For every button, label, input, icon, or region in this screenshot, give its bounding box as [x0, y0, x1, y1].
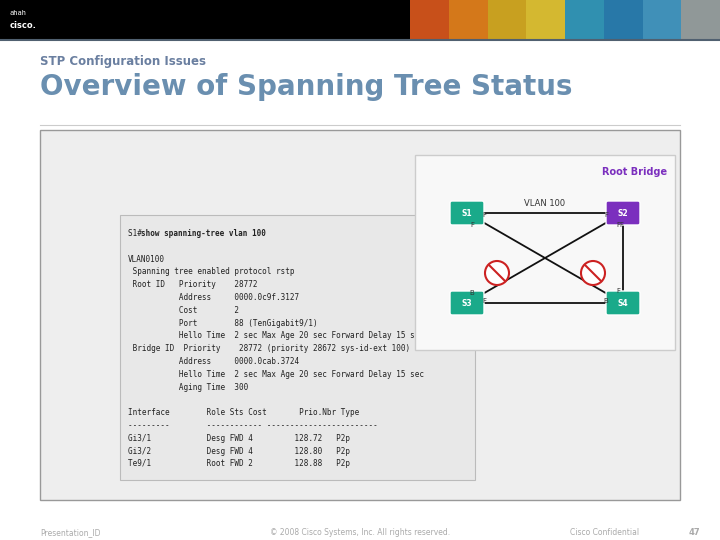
Text: Port        88 (TenGigabit9/1): Port 88 (TenGigabit9/1)	[128, 319, 318, 328]
Bar	[681, 0, 720, 40]
Text: Address     0000.0c9f.3127: Address 0000.0c9f.3127	[128, 293, 299, 302]
Bar	[0, 0, 720, 40]
Text: show spanning-tree vlan 100: show spanning-tree vlan 100	[141, 229, 266, 238]
Text: ahah: ahah	[10, 10, 27, 16]
Text: 47: 47	[688, 528, 700, 537]
Text: Overview of Spanning Tree Status: Overview of Spanning Tree Status	[40, 73, 572, 101]
Text: F: F	[619, 222, 623, 228]
Text: Aging Time  300: Aging Time 300	[128, 383, 248, 391]
Bar	[449, 0, 487, 40]
Text: cisco.: cisco.	[10, 21, 37, 30]
Text: Cisco Confidential: Cisco Confidential	[570, 528, 639, 537]
Text: S4: S4	[618, 299, 629, 307]
Text: Cost        2: Cost 2	[128, 306, 239, 315]
Text: F: F	[482, 298, 486, 304]
Bar	[415, 155, 675, 350]
Text: VLAN 100: VLAN 100	[524, 199, 566, 208]
Bar	[487, 0, 526, 40]
Text: F: F	[616, 288, 620, 294]
Circle shape	[485, 261, 509, 285]
Text: VLAN0100: VLAN0100	[128, 254, 165, 264]
FancyBboxPatch shape	[606, 201, 640, 225]
Text: S2: S2	[618, 208, 629, 218]
Text: F: F	[604, 212, 608, 218]
Text: © 2008 Cisco Systems, Inc. All rights reserved.: © 2008 Cisco Systems, Inc. All rights re…	[270, 528, 450, 537]
Text: S1#: S1#	[128, 229, 146, 238]
Text: Bridge ID  Priority    28772 (priority 28672 sys-id-ext 100): Bridge ID Priority 28772 (priority 28672…	[128, 344, 410, 353]
Text: F: F	[482, 212, 486, 218]
FancyBboxPatch shape	[606, 291, 640, 315]
Text: Te9/1            Root FWD 2         128.88   P2p: Te9/1 Root FWD 2 128.88 P2p	[128, 460, 350, 468]
Text: ---------        ------------ ------------------------: --------- ------------ -----------------…	[128, 421, 378, 430]
Text: Gi3/1            Desg FWD 4         128.72   P2p: Gi3/1 Desg FWD 4 128.72 P2p	[128, 434, 350, 443]
FancyBboxPatch shape	[450, 201, 484, 225]
Text: S3: S3	[462, 299, 472, 307]
Text: STP Configuration Issues: STP Configuration Issues	[40, 55, 206, 68]
Text: Spanning tree enabled protocol rstp: Spanning tree enabled protocol rstp	[128, 267, 294, 276]
FancyBboxPatch shape	[450, 291, 484, 315]
Text: Root ID   Priority    28772: Root ID Priority 28772	[128, 280, 258, 289]
Bar	[565, 0, 604, 40]
Bar	[526, 0, 565, 40]
Text: Presentation_ID: Presentation_ID	[40, 528, 101, 537]
Text: Address     0000.0cab.3724: Address 0000.0cab.3724	[128, 357, 299, 366]
Text: Root Bridge: Root Bridge	[602, 167, 667, 177]
Text: Hello Time  2 sec Max Age 20 sec Forward Delay 15 sec: Hello Time 2 sec Max Age 20 sec Forward …	[128, 370, 424, 379]
Text: F: F	[616, 222, 620, 228]
Text: Gi3/2            Desg FWD 4         128.80   P2p: Gi3/2 Desg FWD 4 128.80 P2p	[128, 447, 350, 456]
Bar	[604, 0, 642, 40]
Text: B: B	[603, 298, 608, 304]
Text: F: F	[470, 222, 474, 228]
Bar	[40, 130, 680, 500]
Text: S1: S1	[462, 208, 472, 218]
Text: Interface        Role Sts Cost       Prio.Nbr Type: Interface Role Sts Cost Prio.Nbr Type	[128, 408, 359, 417]
Text: B: B	[469, 290, 474, 296]
Bar	[120, 215, 475, 480]
Circle shape	[581, 261, 605, 285]
Text: Hello Time  2 sec Max Age 20 sec Forward Delay 15 sec: Hello Time 2 sec Max Age 20 sec Forward …	[128, 332, 424, 340]
Bar	[642, 0, 681, 40]
Bar	[410, 0, 449, 40]
